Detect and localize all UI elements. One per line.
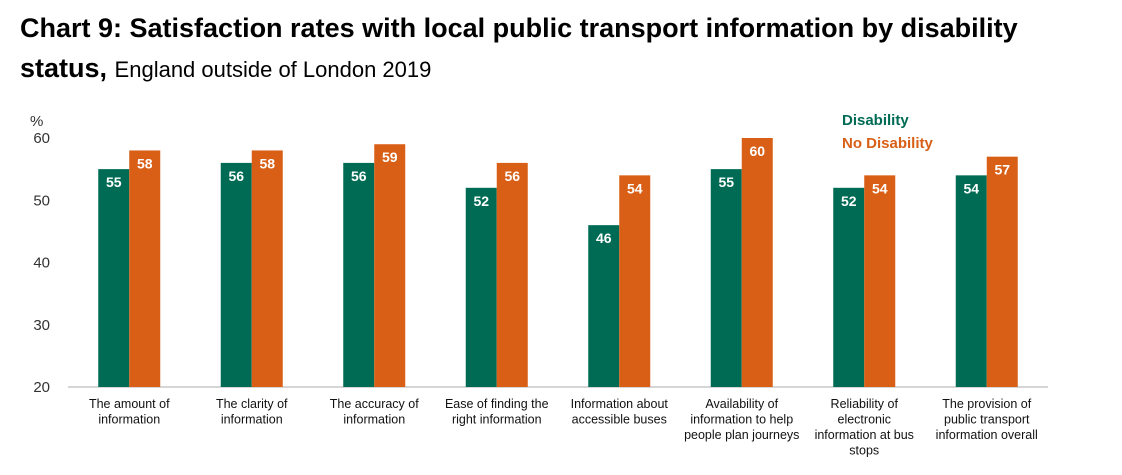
data-label: 57 — [994, 162, 1010, 178]
data-label: 54 — [627, 180, 643, 196]
bar-no-disability — [619, 175, 651, 387]
y-axis-label: % — [30, 113, 43, 130]
x-tick-label-line: Availability of — [705, 397, 778, 411]
y-tick-label: 60 — [33, 130, 50, 147]
bar-no-disability — [986, 156, 1018, 387]
x-tick-label-line: The clarity of — [216, 397, 288, 411]
x-tick-label-line: Ease of finding the — [445, 397, 549, 411]
data-label: 54 — [963, 180, 979, 196]
x-tick-label-line: The accuracy of — [330, 397, 419, 411]
x-tick-label-line: Reliability of — [831, 397, 899, 411]
x-tick-label-line: The provision of — [942, 397, 1031, 411]
x-tick-label-line: information to help — [690, 413, 793, 427]
x-tick-label: Information about accessible buses — [571, 397, 669, 427]
legend-disability: Disability — [842, 112, 909, 129]
x-tick-label: The amount of information — [89, 397, 170, 427]
bar-disability — [710, 169, 742, 387]
x-tick-label-line: electronic — [838, 413, 892, 427]
data-label: 60 — [749, 143, 765, 159]
x-tick-label: Availability of information to help people… — [684, 397, 799, 442]
bar-no-disability — [129, 150, 161, 387]
bar-disability — [343, 162, 375, 387]
x-tick-label: The clarity of information — [216, 397, 288, 427]
title-bold-part: status, — [20, 53, 108, 83]
data-label: 58 — [137, 155, 153, 171]
x-tick-label-line: The amount of — [89, 397, 170, 411]
data-label: 55 — [718, 174, 734, 190]
data-label: 54 — [872, 180, 888, 196]
x-tick-label-line: Information about — [571, 397, 669, 411]
data-label: 56 — [504, 168, 520, 184]
x-tick-label-line: accessible buses — [572, 413, 667, 427]
x-tick-label-line: information at bus — [815, 428, 914, 442]
bar-no-disability — [496, 162, 528, 387]
x-tick-label-line: people plan journeys — [684, 428, 799, 442]
data-label: 46 — [596, 230, 612, 246]
y-tick-label: 20 — [33, 379, 50, 396]
data-label: 52 — [841, 193, 857, 209]
data-label: 58 — [259, 155, 275, 171]
x-tick-label-line: stops — [849, 444, 879, 458]
chart-title: Chart 9: Satisfaction rates with local p… — [20, 8, 1110, 90]
x-tick-label: The accuracy of information — [330, 397, 419, 427]
y-tick-label: 40 — [33, 255, 50, 272]
data-label: 56 — [228, 168, 244, 184]
x-tick-label: Ease of finding the right information — [445, 397, 549, 427]
x-tick-label: The provision of public transport informat… — [936, 397, 1038, 442]
x-tick-label-line: information — [221, 413, 283, 427]
y-tick-label: 30 — [33, 317, 50, 334]
bar-disability — [220, 162, 252, 387]
data-label: 55 — [106, 174, 122, 190]
x-tick-label-line: information — [98, 413, 160, 427]
bar-disability — [955, 175, 987, 387]
data-label: 56 — [351, 168, 367, 184]
x-tick-label-line: information — [343, 413, 405, 427]
x-tick-label-line: information overall — [936, 428, 1038, 442]
title-line-1: Chart 9: Satisfaction rates with local p… — [20, 13, 1018, 43]
bar-no-disability — [374, 144, 406, 387]
bar-disability — [465, 187, 497, 387]
title-subtitle: England outside of London 2019 — [114, 57, 432, 82]
bar-no-disability — [864, 175, 896, 387]
y-tick-label: 50 — [33, 192, 50, 209]
legend-no-disability: No Disability — [842, 135, 934, 152]
bar-disability — [98, 169, 130, 387]
data-label: 52 — [473, 193, 489, 209]
x-tick-label-line: right information — [452, 413, 542, 427]
bar-disability — [588, 225, 620, 387]
bar-no-disability — [741, 138, 773, 387]
x-tick-label: Reliability of electronic information at b… — [815, 397, 914, 458]
x-tick-label-line: public transport — [944, 413, 1030, 427]
bar-no-disability — [251, 150, 283, 387]
title-line-2: status, England outside of London 2019 — [20, 48, 1110, 90]
bar-disability — [833, 187, 865, 387]
data-label: 59 — [382, 149, 398, 165]
